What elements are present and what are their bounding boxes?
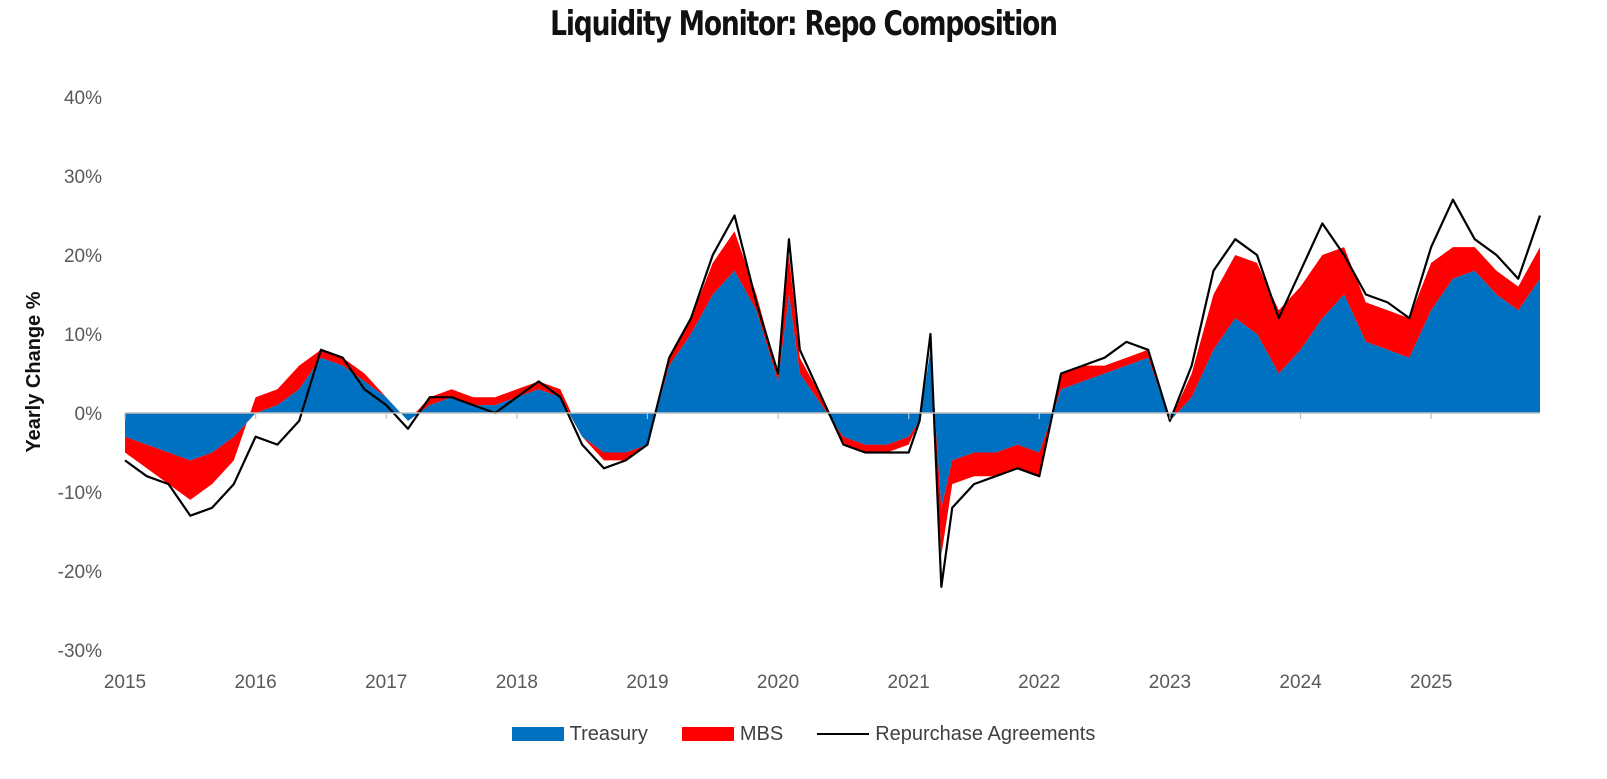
legend: Treasury MBS Repurchase Agreements [0,720,1607,748]
y-tick-label: -30% [58,641,102,662]
legend-item-repo: Repurchase Agreements [817,723,1095,746]
legend-label-repo: Repurchase Agreements [875,722,1096,745]
x-tick-label: 2018 [496,672,538,693]
legend-item-mbs: MBS [681,722,784,746]
x-tick-label: 2019 [626,672,668,693]
chart-title: Liquidity Monitor: Repo Composition [550,4,1058,44]
legend-label-treasury: Treasury [569,722,648,745]
y-tick-label: -10% [58,483,102,504]
repo-line-swatch [817,733,870,735]
plot-layer [124,198,1542,588]
x-tick-label: 2015 [104,672,146,693]
x-tick-label: 2024 [1279,672,1322,693]
x-tick-label: 2022 [1018,672,1060,693]
repo-line [124,198,1542,588]
y-tick-label: 20% [64,246,102,267]
legend-item-treasury: Treasury [511,722,648,746]
treasury-swatch [511,727,564,741]
x-tick-label: 2023 [1149,672,1191,693]
x-tick-label: 2021 [888,672,930,693]
x-tick-label: 2017 [365,672,407,693]
x-tick-label: 2025 [1410,672,1452,693]
treasury-area [125,270,1540,508]
y-tick-label: 40% [64,88,102,109]
legend-label-mbs: MBS [739,722,784,745]
x-tick-label: 2016 [234,672,276,693]
x-tick-label: 2020 [757,672,799,693]
axis-layer: -30% -20% -10% 0% 10% 20% 30% 40% 2015 2016 2017 20… [58,88,1540,693]
y-tick-label: 0% [75,404,103,425]
mbs-swatch [681,727,734,741]
y-tick-label: 10% [64,325,102,346]
y-axis-label: Yearly Change % [23,291,45,452]
y-tick-label: 30% [64,167,102,188]
y-tick-label: -20% [58,562,102,583]
